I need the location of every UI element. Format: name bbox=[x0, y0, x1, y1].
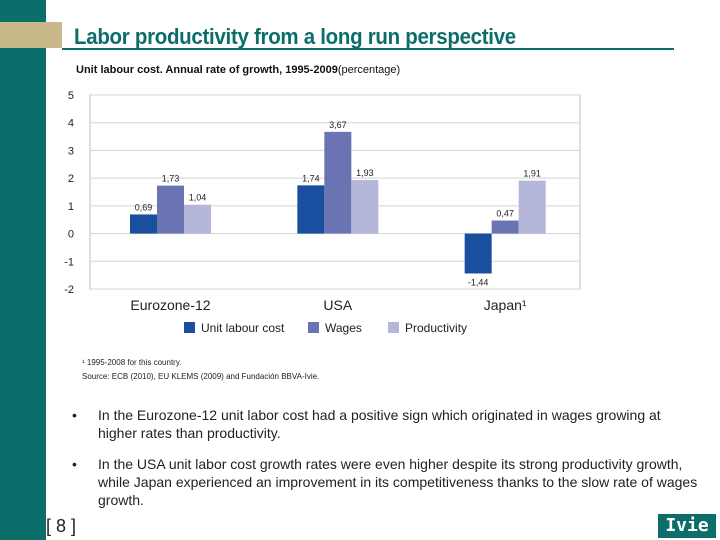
y-tick-label: 1 bbox=[68, 201, 74, 213]
page-title: Labor productivity from a long run persp… bbox=[74, 24, 516, 49]
bullet-marker: • bbox=[72, 407, 77, 423]
y-tick-label: -1 bbox=[64, 256, 74, 268]
legend-swatch bbox=[184, 322, 195, 333]
legend-label: Wages bbox=[325, 321, 362, 335]
data-label: -1,44 bbox=[468, 277, 489, 287]
bar-productivity bbox=[184, 204, 211, 234]
bar-wages bbox=[491, 220, 519, 234]
bullet-text: In the Eurozone-12 unit labor cost had a… bbox=[98, 407, 661, 441]
legend-swatch bbox=[388, 322, 399, 333]
y-tick-label: 0 bbox=[68, 229, 74, 241]
page-number: [ 8 ] bbox=[46, 516, 77, 536]
data-label: 1,73 bbox=[162, 174, 180, 184]
title-accent-block bbox=[0, 22, 62, 48]
data-label: 3,67 bbox=[329, 120, 347, 130]
chart-source: Source: ECB (2010), EU KLEMS (2009) and … bbox=[82, 372, 320, 381]
legend-swatch bbox=[308, 322, 319, 333]
chart-footnote: ¹ 1995-2008 for this country. bbox=[82, 358, 182, 367]
data-label: 1,93 bbox=[356, 168, 374, 178]
ivie-logo: Ivie bbox=[658, 514, 716, 538]
subtitle-suffix: (percentage) bbox=[337, 64, 401, 76]
data-label: 0,47 bbox=[496, 209, 514, 219]
category-label: USA bbox=[323, 297, 352, 313]
data-label: 1,91 bbox=[523, 169, 541, 179]
bar-unit-labour-cost bbox=[464, 233, 492, 274]
bar-unit-labour-cost bbox=[297, 185, 325, 234]
legend-label: Unit labour cost bbox=[201, 321, 285, 335]
category-label: Japan¹ bbox=[484, 297, 527, 313]
y-tick-label: 4 bbox=[68, 118, 74, 130]
data-label: 1,04 bbox=[189, 193, 207, 203]
y-tick-label: 2 bbox=[68, 173, 74, 185]
y-tick-label: -2 bbox=[64, 284, 74, 296]
bar-productivity bbox=[351, 180, 379, 234]
bullet-marker: • bbox=[72, 456, 77, 472]
chart-subtitle: Unit labour cost. Annual rate of growth,… bbox=[76, 64, 400, 76]
data-label: 0,69 bbox=[135, 202, 153, 212]
bar-unit-labour-cost bbox=[130, 214, 157, 234]
bar-productivity bbox=[518, 180, 546, 234]
bar-chart: -2 -1 0 1 2 3 4 5 0,69 1,73 1,04 Eurozone-12 1,74 3,6… bbox=[64, 90, 581, 335]
subtitle-text: Unit labour cost. Annual rate of growth,… bbox=[76, 64, 338, 76]
y-tick-label: 3 bbox=[68, 145, 74, 157]
bar-wages bbox=[157, 185, 184, 234]
category-label: Eurozone-12 bbox=[130, 297, 210, 313]
legend-label: Productivity bbox=[405, 321, 467, 335]
side-bar bbox=[0, 0, 46, 540]
data-label: 1,74 bbox=[302, 173, 320, 183]
title-underline bbox=[62, 48, 674, 50]
y-tick-label: 5 bbox=[68, 90, 74, 102]
bar-wages bbox=[324, 131, 352, 234]
bullet-text: In the USA unit labor cost growth rates … bbox=[98, 456, 698, 508]
